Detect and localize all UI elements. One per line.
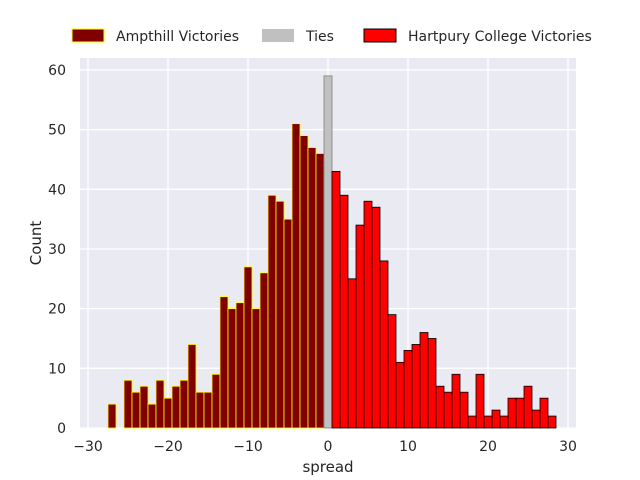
bar-series-2	[547, 415, 557, 429]
bar-series-0	[291, 123, 301, 429]
bar-series-0	[267, 194, 277, 429]
bar-series-2	[363, 200, 373, 429]
bar-series-2	[507, 397, 517, 429]
x-tick-label: −10	[233, 439, 263, 455]
bar-series-2	[491, 409, 501, 429]
bar-series-2	[539, 397, 549, 429]
x-tick-label: 30	[559, 439, 577, 455]
bar-series-0	[107, 403, 117, 429]
bar-series-2	[435, 385, 445, 429]
bar-series-0	[155, 379, 165, 429]
bar-series-2	[355, 224, 365, 429]
bar-series-0	[211, 373, 221, 429]
bar-series-2	[379, 260, 389, 429]
y-tick-label: 0	[57, 421, 66, 437]
legend-swatch	[71, 28, 105, 43]
y-tick-label: 30	[48, 242, 66, 258]
bar-series-2	[467, 415, 477, 429]
bar-series-2	[403, 350, 413, 429]
x-tick-label: 0	[324, 439, 333, 455]
bar-series-0	[139, 385, 149, 429]
bar-series-0	[195, 391, 205, 429]
bar-series-2	[451, 373, 461, 429]
bar-series-2	[411, 344, 421, 429]
bar-series-0	[275, 200, 285, 429]
bar-series-0	[131, 391, 141, 429]
bar-series-2	[419, 332, 429, 429]
bar-series-2	[475, 373, 485, 429]
bar-series-0	[283, 218, 293, 429]
bar-series-2	[515, 397, 525, 429]
bar-series-2	[387, 314, 397, 429]
bar-series-0	[307, 147, 317, 429]
bar-series-2	[523, 385, 533, 429]
bar-series-2	[339, 194, 349, 429]
bars	[107, 75, 557, 429]
y-tick-label: 20	[48, 302, 66, 318]
bar-series-0	[251, 308, 261, 429]
bar-series-0	[123, 379, 133, 429]
bar-series-2	[459, 391, 469, 429]
y-axis-label: Count	[27, 221, 45, 266]
bar-series-2	[371, 206, 381, 429]
bar-series-0	[227, 308, 237, 429]
bar-series-2	[499, 415, 509, 429]
legend-label: Hartpury College Victories	[408, 29, 592, 45]
legend-swatch	[363, 28, 397, 43]
legend-swatch	[262, 29, 294, 42]
bar-series-0	[187, 344, 197, 429]
y-tick-labels: 0 10 20 30 40 50 60	[48, 63, 66, 437]
bar-series-2	[483, 415, 493, 429]
x-tick-label: 10	[399, 439, 417, 455]
bar-series-2	[347, 278, 357, 429]
bar-series-0	[299, 135, 309, 429]
legend-label: Ties	[305, 29, 334, 45]
bar-series-0	[243, 266, 253, 429]
bar-series-2	[331, 170, 341, 429]
y-tick-label: 10	[48, 361, 66, 377]
bar-series-0	[147, 403, 157, 429]
bar-series-0	[315, 153, 325, 429]
legend-label: Ampthill Victories	[116, 29, 239, 45]
bar-series-2	[443, 391, 453, 429]
x-tick-labels: −30 −20 −10 0 10 20 30	[73, 439, 577, 455]
y-tick-label: 60	[48, 63, 66, 79]
x-tick-label: −30	[73, 439, 103, 455]
bar-series-0	[179, 379, 189, 429]
bar-series-0	[219, 296, 229, 429]
y-tick-label: 40	[48, 182, 66, 198]
bar-series-0	[203, 391, 213, 429]
bar-series-0	[163, 397, 173, 429]
x-tick-label: −20	[153, 439, 183, 455]
bar-series-0	[171, 385, 181, 429]
x-axis-label: spread	[302, 458, 353, 476]
bar-series-2	[395, 361, 405, 429]
bar-series-0	[259, 272, 269, 429]
bar-series-1	[323, 75, 333, 429]
y-tick-label: 50	[48, 123, 66, 139]
x-tick-label: 20	[479, 439, 497, 455]
legend: Ampthill Victories Ties Hartpury College V…	[71, 28, 592, 45]
bar-series-0	[235, 302, 245, 429]
bar-series-2	[427, 338, 437, 429]
bar-series-2	[531, 409, 541, 429]
